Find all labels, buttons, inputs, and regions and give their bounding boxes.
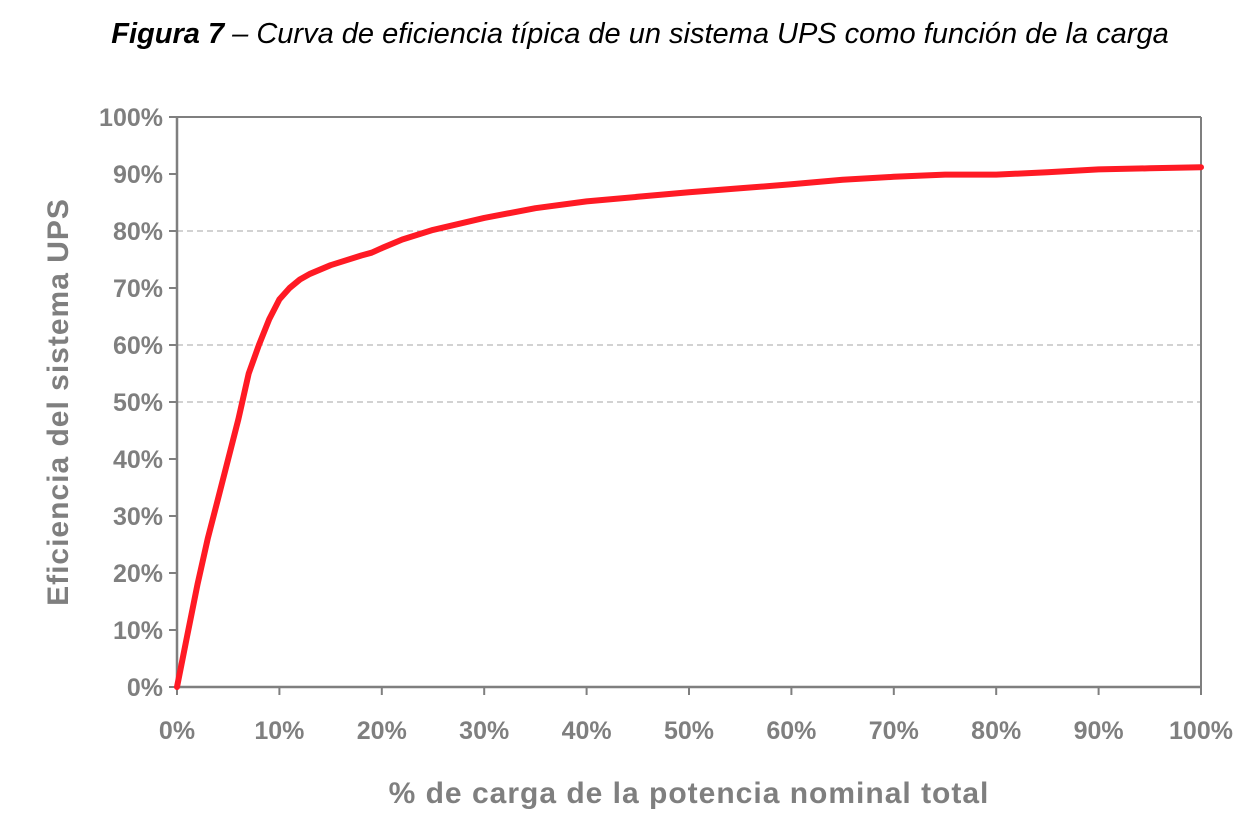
figure-label: Figura 7 bbox=[111, 18, 225, 50]
x-tick-label: 40% bbox=[562, 717, 612, 745]
axes bbox=[169, 116, 1202, 695]
y-tick-label: 60% bbox=[113, 332, 163, 360]
x-tick-label: 90% bbox=[1074, 717, 1124, 745]
y-tick-label: 30% bbox=[113, 503, 163, 531]
x-axis-title: % de carga de la potencia nominal total bbox=[389, 777, 990, 810]
x-tick-label: 60% bbox=[766, 717, 816, 745]
y-tick-label: 0% bbox=[127, 674, 163, 702]
x-tick-label: 70% bbox=[869, 717, 919, 745]
y-tick-label: 40% bbox=[113, 446, 163, 474]
gridlines bbox=[177, 230, 1201, 403]
tick-labels: 0% 10% 20% 30% 40% 50% 60% 70% 80% 90% 100% 0% 10% 20… bbox=[99, 104, 1233, 745]
y-tick-label: 20% bbox=[113, 560, 163, 588]
x-tick-label: 20% bbox=[357, 717, 407, 745]
x-tick-label: 80% bbox=[971, 717, 1021, 745]
y-tick-label: 70% bbox=[113, 275, 163, 303]
y-tick-label: 90% bbox=[113, 161, 163, 189]
y-axis-title: Eficiencia del sistema UPS bbox=[42, 198, 75, 606]
figure-caption: Curva de eficiencia típica de un sistema… bbox=[256, 18, 1169, 50]
y-tick-label: 80% bbox=[113, 218, 163, 246]
y-tick-label: 100% bbox=[99, 104, 163, 132]
y-tick-label: 50% bbox=[113, 389, 163, 417]
x-tick-label: 10% bbox=[254, 717, 304, 745]
y-tick-label: 10% bbox=[113, 617, 163, 645]
x-tick-label: 30% bbox=[459, 717, 509, 745]
efficiency-series-line bbox=[174, 164, 1204, 690]
x-tick-label: 50% bbox=[664, 717, 714, 745]
figure-separator: – bbox=[224, 18, 257, 50]
figure-title: Figura 7 – Curva de eficiencia típica de… bbox=[0, 18, 1260, 51]
series-layer bbox=[174, 164, 1204, 690]
x-tick-label: 100% bbox=[1169, 717, 1233, 745]
x-tick-label: 0% bbox=[159, 717, 195, 745]
